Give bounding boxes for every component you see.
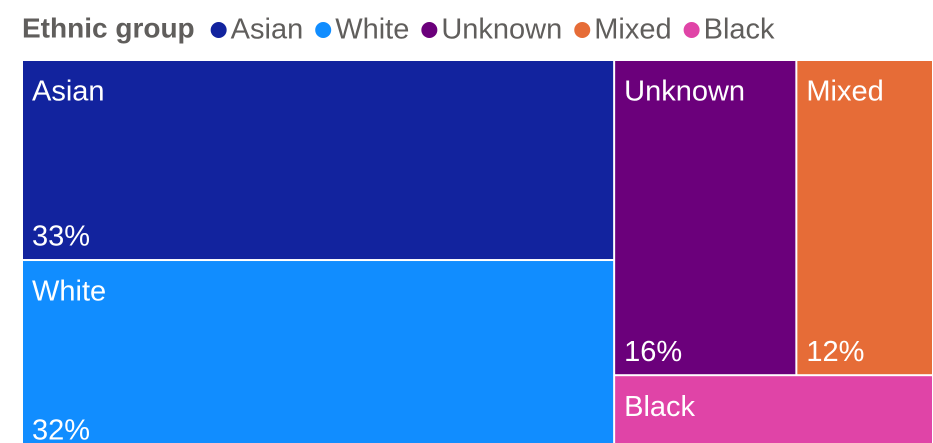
legend-label: Unknown xyxy=(441,14,562,46)
treemap-tile xyxy=(23,261,614,443)
tile-label: White xyxy=(32,276,106,308)
legend-marker xyxy=(421,22,438,38)
tile-value-label: 12% xyxy=(806,336,864,368)
legend-title: Ethnic group xyxy=(22,12,195,43)
tile-label: Mixed xyxy=(806,76,883,108)
legend-label: Mixed xyxy=(594,14,671,46)
tile-value-label: 33% xyxy=(32,221,90,253)
legend-marker xyxy=(574,22,591,38)
legend-label: Black xyxy=(704,14,775,46)
tile-label: Asian xyxy=(32,76,105,108)
legend-marker xyxy=(315,22,332,38)
legend-marker xyxy=(683,22,700,38)
tile-value-label: 32% xyxy=(32,415,90,443)
treemap-tile xyxy=(23,61,614,260)
legend-label: Asian xyxy=(231,14,304,46)
tile-label: Black xyxy=(624,391,695,423)
treemap-tile xyxy=(615,61,796,375)
treemap-tile xyxy=(797,61,932,375)
tile-label: Unknown xyxy=(624,76,745,108)
legend-label: White xyxy=(335,14,409,46)
treemap-tile xyxy=(615,376,932,443)
tile-value-label: 16% xyxy=(624,336,682,368)
legend-marker xyxy=(210,22,227,38)
